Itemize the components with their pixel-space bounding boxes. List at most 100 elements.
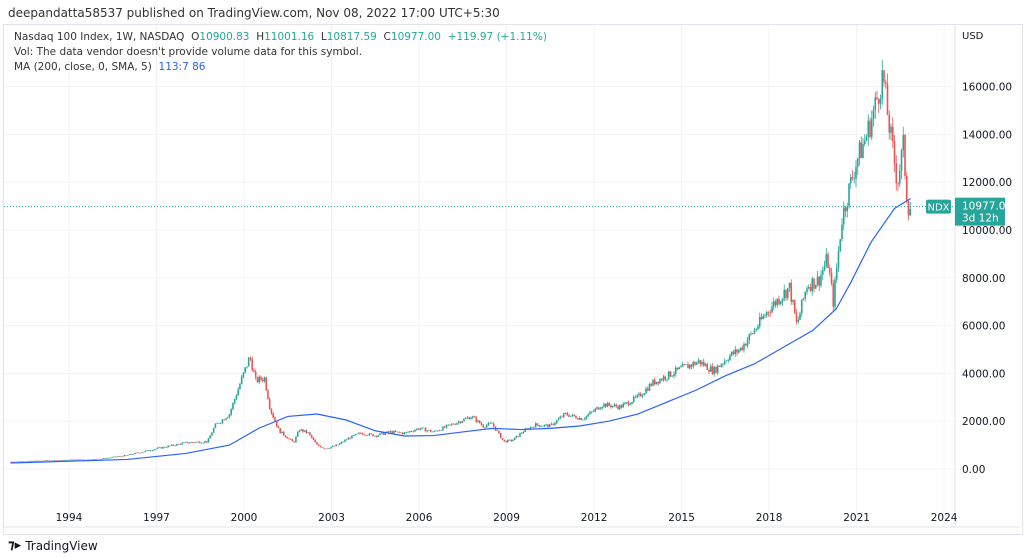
candle-body xyxy=(361,433,364,435)
x-tick-label: 1994 xyxy=(56,512,83,524)
candle-body xyxy=(356,433,358,435)
candle-body xyxy=(260,376,262,380)
candle-body xyxy=(870,118,873,137)
candle-body xyxy=(123,455,126,457)
candle-body xyxy=(492,423,495,427)
candle-body xyxy=(447,424,450,426)
candle-body xyxy=(44,460,47,461)
candle-body xyxy=(755,329,758,331)
candle-body xyxy=(807,287,810,289)
candle-body xyxy=(232,403,234,410)
candle-body xyxy=(214,423,217,429)
candle-body xyxy=(566,413,569,416)
candle-body xyxy=(268,399,271,409)
candle-body xyxy=(405,432,408,433)
candle-body xyxy=(132,454,134,455)
candle-body xyxy=(408,431,411,432)
candle-body xyxy=(757,326,759,330)
candle-body xyxy=(772,301,775,307)
candle-body xyxy=(741,347,744,350)
candle-body xyxy=(767,311,770,313)
candle-body xyxy=(685,364,688,366)
candle-body xyxy=(720,364,723,367)
candle-body xyxy=(669,371,672,377)
candle-body xyxy=(800,299,803,314)
candle-body xyxy=(422,427,425,429)
candle-body xyxy=(489,422,492,424)
candle-body xyxy=(53,460,56,461)
candle-body xyxy=(645,388,647,394)
candle-body xyxy=(734,349,737,355)
candle-body xyxy=(636,395,639,398)
candle-body xyxy=(281,431,283,434)
candle-body xyxy=(648,384,651,391)
candle-body xyxy=(823,265,826,271)
y-tick-label: 4000.00 xyxy=(962,368,1005,380)
legend-ma[interactable]: MA (200, close, 0, SMA, 5) 113:7 86 xyxy=(14,61,205,73)
candle-body xyxy=(393,431,395,434)
candle-body xyxy=(568,415,570,417)
candle-body xyxy=(641,395,644,397)
candle-body xyxy=(155,448,157,450)
candle-body xyxy=(683,364,686,365)
candle-body xyxy=(137,452,140,454)
candle-body xyxy=(522,431,525,434)
candle-body xyxy=(536,423,539,426)
tradingview-logo-icon: ⁊▸ xyxy=(8,538,22,553)
candle-body xyxy=(219,422,222,424)
candle-body xyxy=(692,362,695,367)
ma-value: 113:7 86 xyxy=(158,61,206,73)
candle-body xyxy=(370,433,373,435)
candle-body xyxy=(680,366,682,368)
candle-body xyxy=(15,461,17,463)
candle-body xyxy=(506,439,509,443)
candle-body xyxy=(608,402,611,406)
candle-body xyxy=(466,417,469,419)
candle-body xyxy=(64,460,66,461)
candle-body xyxy=(667,371,670,379)
candle-body xyxy=(592,411,595,412)
candle-body xyxy=(135,452,138,454)
candle-body xyxy=(251,359,253,371)
candle-body xyxy=(239,383,241,390)
candle-body xyxy=(275,421,278,427)
candle-body xyxy=(23,461,26,463)
candle-body xyxy=(505,441,507,443)
candle-body xyxy=(853,178,856,180)
candle-body xyxy=(618,405,621,409)
candle-body xyxy=(781,298,784,302)
candle-body xyxy=(454,424,457,425)
candle-body xyxy=(765,311,768,316)
candle-body xyxy=(76,459,78,461)
candle-body xyxy=(99,459,101,460)
candle-body xyxy=(562,413,565,417)
candle-body xyxy=(722,363,724,365)
candle-body xyxy=(72,459,75,461)
tradingview-logo[interactable]: ⁊▸ TradingView xyxy=(8,538,98,553)
candle-body xyxy=(246,366,248,368)
candle-body xyxy=(95,459,98,460)
candle-body xyxy=(261,379,264,382)
candle-body xyxy=(786,287,789,298)
y-tick-label: 10000.00 xyxy=(962,225,1012,237)
candle-body xyxy=(436,430,439,432)
candle-body xyxy=(487,422,490,426)
candle-body xyxy=(552,423,555,425)
candle-body xyxy=(32,460,35,462)
candle-body xyxy=(485,425,488,428)
candle-body xyxy=(22,461,24,463)
candle-body xyxy=(842,207,845,225)
candle-body xyxy=(240,376,243,384)
candle-body xyxy=(662,376,665,381)
candle-body xyxy=(11,461,14,463)
candle-body xyxy=(149,450,152,452)
candle-body xyxy=(230,409,232,415)
candle-body xyxy=(27,461,29,462)
candle-body xyxy=(384,432,387,435)
candle-body xyxy=(36,460,38,462)
candle-body xyxy=(312,437,315,440)
candle-body xyxy=(20,461,22,463)
candle-body xyxy=(550,423,553,425)
candle-body xyxy=(321,447,323,448)
